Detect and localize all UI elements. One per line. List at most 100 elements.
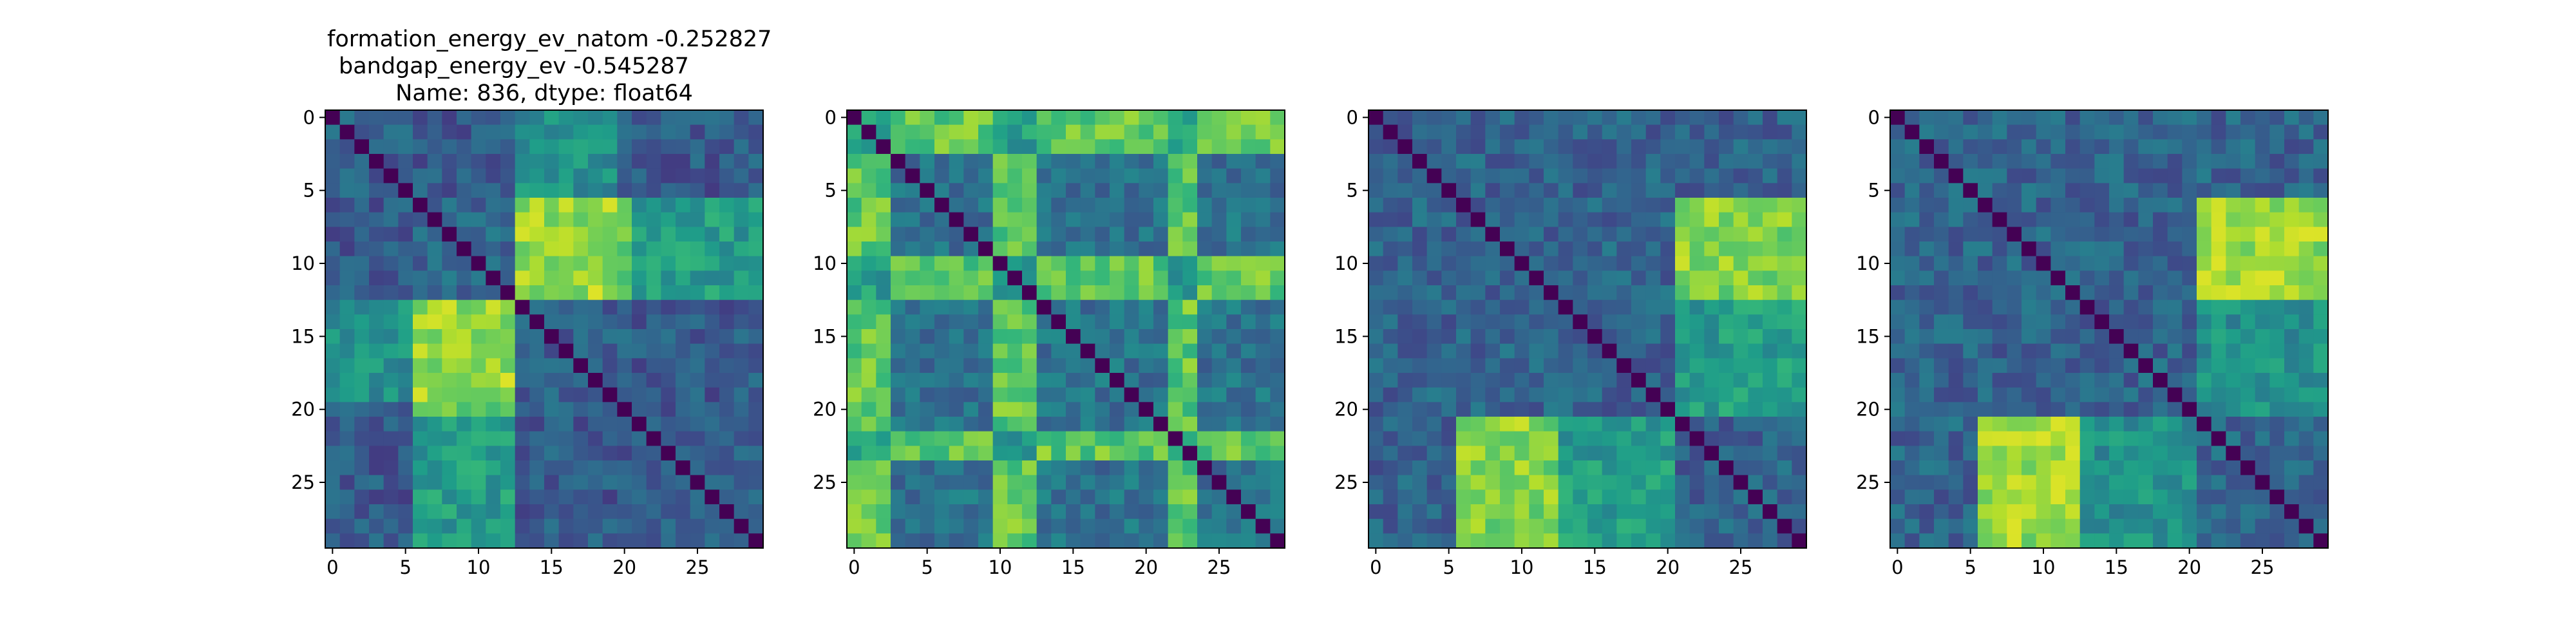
heatmap-cell [1485, 387, 1501, 402]
heatmap-cell [1719, 198, 1734, 213]
heatmap-cell [1645, 358, 1661, 374]
heatmap-cell [2284, 446, 2300, 461]
heatmap-cell [413, 139, 428, 155]
heatmap-cell [1748, 168, 1763, 184]
heatmap-cell [544, 168, 560, 184]
heatmap-cell [573, 329, 589, 345]
heatmap-cell [734, 417, 749, 432]
heatmap-cell [2269, 256, 2285, 271]
heatmap-cell [515, 270, 530, 286]
heatmap-cell [2138, 475, 2154, 490]
heatmap-cell [719, 270, 735, 286]
heatmap-cell [2036, 373, 2051, 388]
heatmap-cell [1978, 242, 1993, 257]
heatmap-cell [1934, 475, 1949, 490]
heatmap-cell [1485, 183, 1501, 198]
heatmap-cell [1733, 518, 1748, 534]
heatmap-cell [2211, 475, 2226, 490]
heatmap-cell [1890, 518, 1906, 534]
heatmap-cell [1963, 183, 1978, 198]
x-tick-label: 25 [2251, 556, 2275, 578]
heatmap-cell [1616, 314, 1632, 330]
heatmap-cell [1153, 227, 1169, 242]
heatmap-cell [748, 270, 764, 286]
heatmap-cell [2007, 242, 2022, 257]
heatmap-cell [690, 110, 705, 126]
heatmap-cell [2255, 373, 2270, 388]
heatmap-cell [1514, 183, 1530, 198]
heatmap-cell [748, 139, 764, 155]
heatmap-cell [1066, 168, 1081, 184]
heatmap-cell [2065, 139, 2081, 155]
heatmap-cell [2065, 329, 2081, 345]
heatmap-cell [1441, 402, 1457, 417]
heatmap-cell [1719, 373, 1734, 388]
heatmap-cell [1631, 270, 1647, 286]
heatmap-cell [1616, 358, 1632, 374]
heatmap-cell [1168, 299, 1183, 315]
heatmap-cell [920, 212, 935, 227]
heatmap-cell [1270, 446, 1285, 461]
heatmap-cell [1978, 431, 1993, 446]
heatmap-cell [1197, 256, 1213, 271]
heatmap-cell [602, 431, 618, 446]
y-tick-label: 15 [813, 325, 837, 347]
heatmap-cell [1616, 168, 1632, 184]
heatmap-cell [2138, 139, 2154, 155]
heatmap-cell [588, 518, 603, 534]
heatmap-cell [2036, 417, 2051, 432]
heatmap-cell [1051, 533, 1066, 549]
y-tick-label: 25 [1856, 471, 1880, 493]
heatmap-cell [339, 168, 355, 184]
heatmap-cell [1514, 402, 1530, 417]
heatmap-cell [1080, 475, 1095, 490]
heatmap-cell [2182, 417, 2197, 432]
heatmap-cell [369, 183, 384, 198]
heatmap-cell [847, 329, 862, 345]
heatmap-cell [558, 270, 574, 286]
heatmap-cell [1616, 431, 1632, 446]
heatmap-cell [2050, 124, 2066, 140]
heatmap-cell [632, 154, 647, 169]
heatmap-cell [1036, 358, 1052, 374]
heatmap-cell [1022, 343, 1037, 359]
heatmap-cell [442, 533, 457, 549]
heatmap-cell [1763, 299, 1778, 315]
heatmap-cell [1470, 124, 1486, 140]
heatmap-cell [748, 256, 764, 271]
y-tick-label: 20 [813, 399, 837, 421]
heatmap-cell [1397, 417, 1413, 432]
heatmap-cell [705, 299, 720, 315]
heatmap-cell [369, 431, 384, 446]
heatmap-cell [1139, 358, 1154, 374]
heatmap-cell [1500, 387, 1515, 402]
heatmap-cell [2123, 460, 2139, 476]
heatmap-cell [1168, 139, 1183, 155]
heatmap-cell [1412, 154, 1428, 169]
heatmap-cell [1426, 183, 1442, 198]
heatmap-cell [1241, 110, 1256, 126]
x-tick-label: 10 [467, 556, 491, 578]
heatmap-cell [1748, 256, 1763, 271]
heatmap-cell [398, 242, 413, 257]
heatmap-cell [2138, 110, 2154, 126]
heatmap-cell [949, 168, 964, 184]
heatmap-cell [891, 227, 906, 242]
heatmap-cell [992, 124, 1008, 140]
heatmap-cell [2153, 402, 2168, 417]
heatmap-cell [1890, 489, 1906, 505]
heatmap-cell [2022, 402, 2037, 417]
heatmap-cell [1022, 329, 1037, 345]
heatmap-cell [1139, 504, 1154, 520]
heatmap-cell [500, 475, 516, 490]
heatmap-cell [1485, 154, 1501, 169]
heatmap-cell [354, 198, 370, 213]
heatmap-cell [1763, 431, 1778, 446]
heatmap-cell [1226, 299, 1242, 315]
heatmap-cell [963, 417, 979, 432]
heatmap-cell [1948, 124, 1964, 140]
heatmap-cell [1992, 533, 2007, 549]
heatmap-cell [1456, 299, 1472, 315]
heatmap-cell [1007, 417, 1023, 432]
heatmap-cell [1602, 183, 1617, 198]
